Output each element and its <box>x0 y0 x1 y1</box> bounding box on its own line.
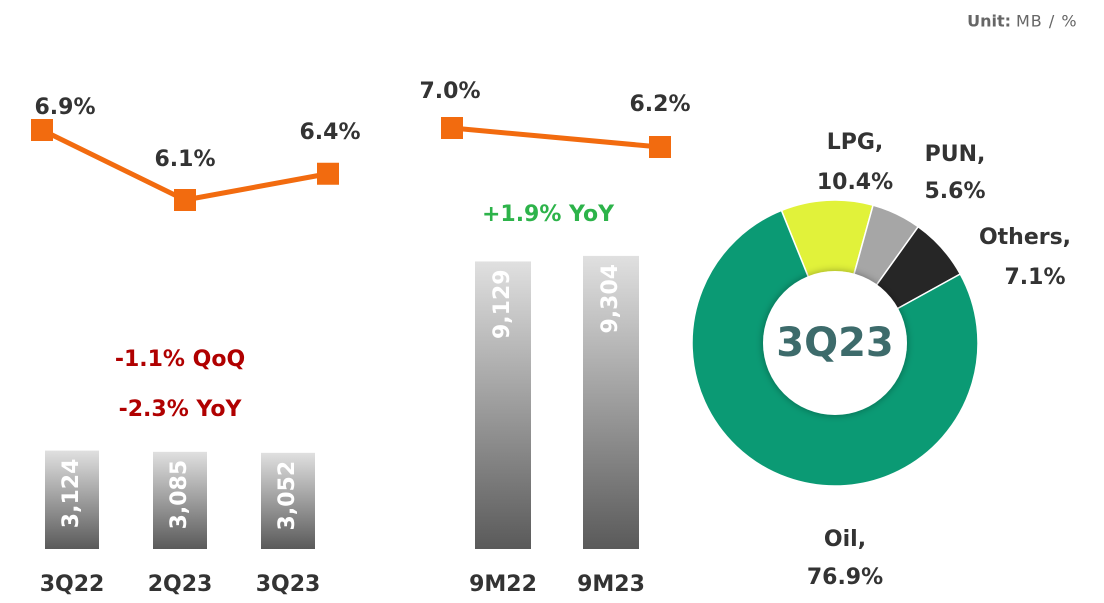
annotation: +1.9% YoY <box>482 202 615 227</box>
line-value-label: 6.4% <box>299 120 360 145</box>
line-marker <box>441 117 463 139</box>
annotation: -2.3% YoY <box>119 397 243 422</box>
slice-name: LPG, <box>827 130 884 155</box>
x-tick-label: 3Q22 <box>40 572 105 597</box>
slice-name: PUN, <box>925 142 986 167</box>
x-tick-label: 3Q23 <box>256 572 321 597</box>
line-marker <box>174 189 196 211</box>
bar <box>45 450 99 549</box>
bar <box>153 451 207 549</box>
bar-value-label: 3,124 <box>59 459 84 529</box>
line-marker <box>31 119 53 141</box>
bar-value-label: 9,129 <box>490 269 515 339</box>
bar <box>583 255 639 549</box>
bar <box>475 261 531 549</box>
line-value-label: 6.9% <box>34 95 95 120</box>
donut-center <box>763 271 907 415</box>
slice-value-label: 7.1% <box>1004 265 1065 290</box>
slice-name: Oil, <box>824 527 866 552</box>
donut-center-label: 3Q23 <box>776 320 894 366</box>
line-value-label: 7.0% <box>419 79 480 104</box>
line-value-label: 6.1% <box>154 147 215 172</box>
line-marker <box>649 136 671 158</box>
line-value-label: 6.2% <box>629 92 690 117</box>
unit-label: Unit: <box>967 12 1011 31</box>
x-tick-label: 2Q23 <box>148 572 213 597</box>
slice-name: Others, <box>979 225 1071 250</box>
slice-value-label: 76.9% <box>807 565 883 590</box>
line <box>451 125 661 150</box>
bar-value-label: 3,085 <box>167 460 192 530</box>
unit: MB / % <box>1016 12 1078 31</box>
line-marker <box>317 162 339 185</box>
x-tick-label: 9M23 <box>577 572 645 597</box>
annotation: -1.1% QoQ <box>115 347 245 372</box>
bar-value-label: 9,304 <box>598 264 623 334</box>
slice-value-label: 5.6% <box>924 179 985 204</box>
slice-value-label: 10.4% <box>817 170 893 195</box>
bar-value-label: 3,052 <box>275 461 300 531</box>
x-tick-label: 9M22 <box>469 572 537 597</box>
bar <box>261 452 315 549</box>
